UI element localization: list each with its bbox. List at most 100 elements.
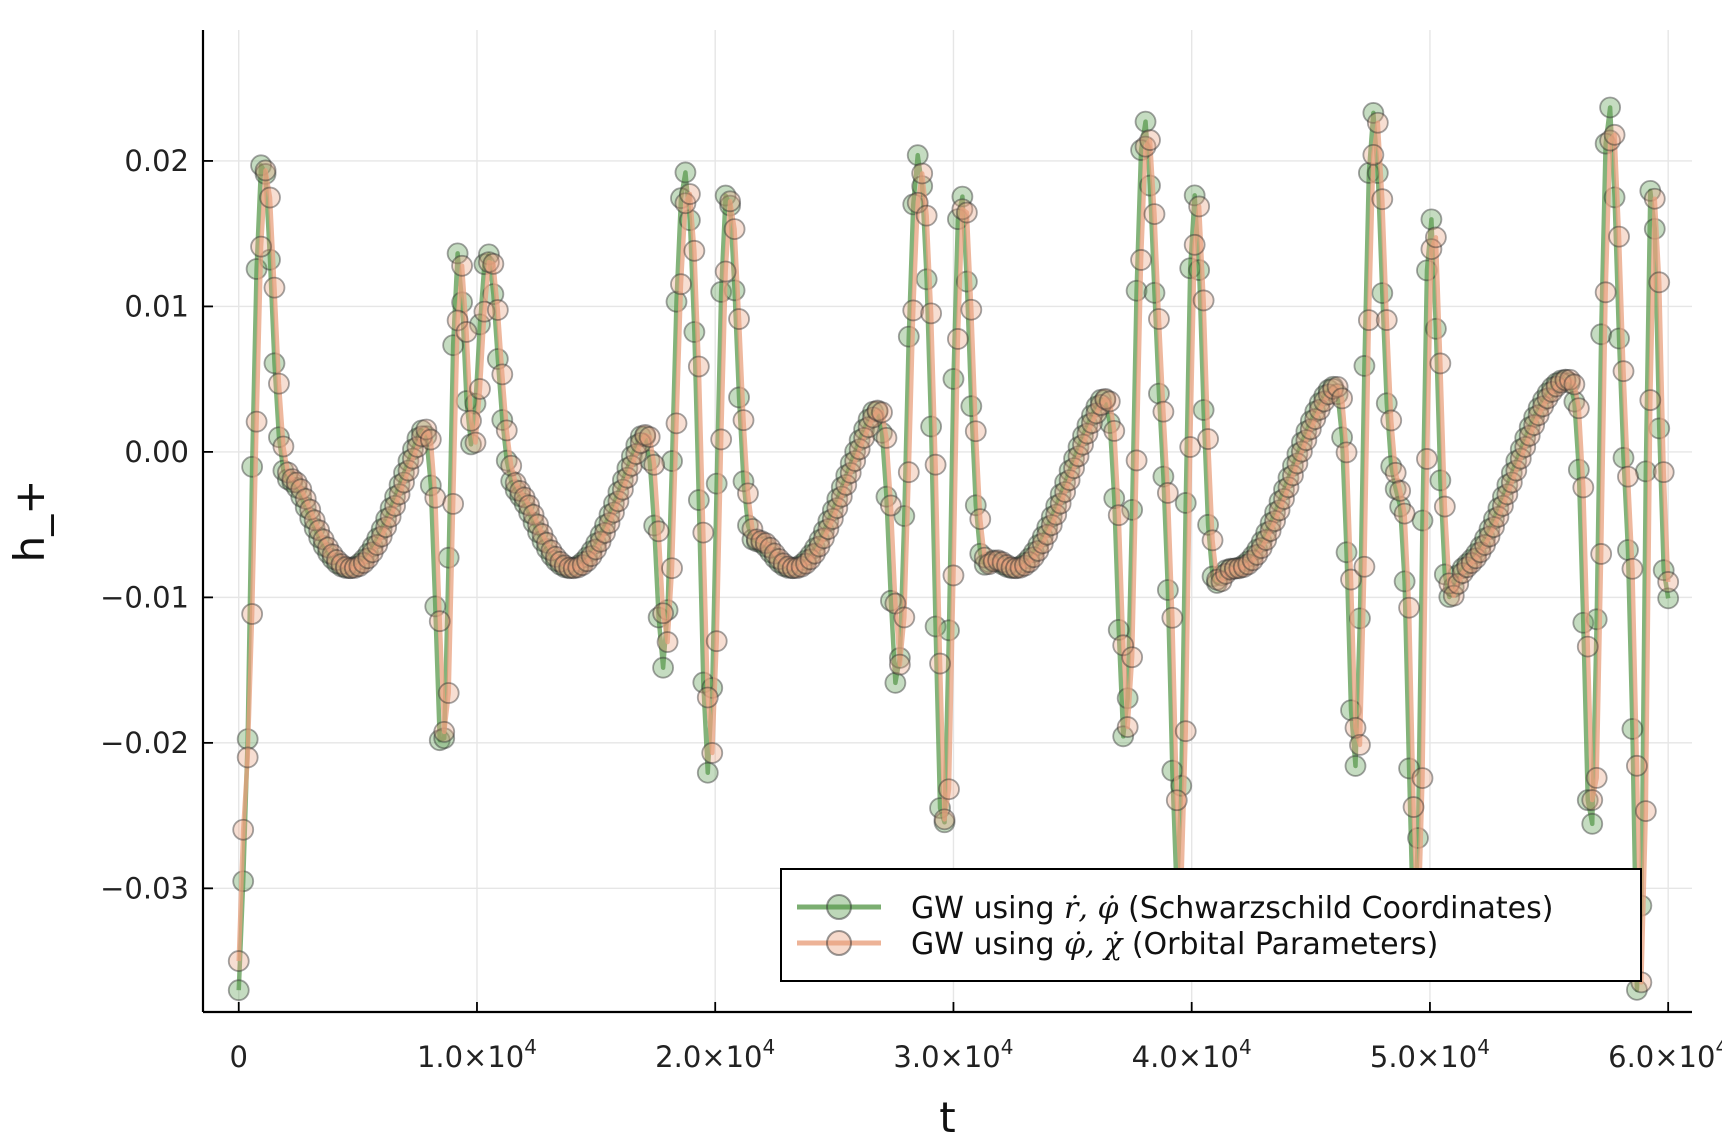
data-point <box>531 523 554 546</box>
data-point <box>263 352 286 375</box>
y-tick-label: 0.01 <box>124 289 189 323</box>
series-layer <box>227 96 1680 1002</box>
data-point <box>1567 397 1590 420</box>
x-tick-label: 3.0×104 <box>893 1035 1013 1074</box>
data-point <box>437 546 460 569</box>
data-point <box>1639 389 1662 412</box>
data-point <box>964 420 987 443</box>
data-point <box>714 260 737 283</box>
data-point <box>1219 558 1242 581</box>
data-point <box>844 450 867 472</box>
data-point <box>446 309 469 332</box>
data-point <box>1483 516 1505 538</box>
data-point <box>1036 523 1059 546</box>
data-point <box>433 721 456 743</box>
data-point <box>1081 412 1103 434</box>
data-point <box>1545 372 1568 395</box>
y-axis-title: h_+ <box>5 480 54 563</box>
data-point <box>1014 554 1036 577</box>
data-point <box>1228 557 1251 580</box>
data-point <box>227 950 250 972</box>
data-point <box>924 453 947 476</box>
data-point <box>1608 327 1630 350</box>
data-point <box>402 447 424 470</box>
data-point <box>1384 461 1407 484</box>
data-point <box>1621 718 1644 740</box>
data-point <box>1299 418 1322 441</box>
data-point <box>1407 827 1429 849</box>
data-point <box>1125 449 1148 472</box>
data-point <box>1335 541 1358 564</box>
data-point <box>1380 409 1403 432</box>
data-point <box>1295 429 1318 452</box>
data-point <box>1509 447 1532 470</box>
x-tick-label: 4.0×104 <box>1132 1035 1252 1074</box>
data-point <box>384 494 406 517</box>
data-point <box>696 761 719 784</box>
data-point <box>969 508 992 530</box>
data-point <box>1098 390 1121 413</box>
data-point <box>1559 368 1581 391</box>
data-point <box>1094 388 1117 410</box>
data-point <box>1447 572 1470 595</box>
data-point <box>1634 800 1657 822</box>
data-point <box>1313 390 1336 413</box>
data-point <box>1496 483 1519 506</box>
data-point <box>1148 308 1170 330</box>
data-point <box>1143 281 1166 304</box>
data-point <box>679 183 701 205</box>
data-point <box>1201 529 1224 552</box>
data-point <box>687 489 710 511</box>
data-point <box>1362 102 1385 124</box>
data-point <box>571 554 594 576</box>
data-point <box>428 610 451 633</box>
data-point <box>326 549 348 571</box>
data-point <box>254 159 277 182</box>
legend-label: GW using φ̇, χ̇ (Orbital Parameters) <box>911 927 1438 962</box>
data-point <box>795 552 817 575</box>
tick-labels: 0 1.0×104 2.0×104 3.0×104 4.0×104 5.0×104 6.0×… <box>100 144 1722 1074</box>
data-point <box>1416 259 1438 282</box>
data-point <box>1643 187 1666 210</box>
data-point <box>241 603 264 625</box>
data-point <box>366 534 389 556</box>
data-point <box>1156 482 1179 504</box>
data-point <box>696 686 719 709</box>
data-point <box>451 254 473 277</box>
series-2 <box>227 111 1680 994</box>
data-point <box>522 503 545 526</box>
data-point <box>1232 556 1255 578</box>
data-point <box>1344 755 1367 777</box>
data-point <box>620 454 643 477</box>
series-line <box>236 105 1671 993</box>
data-point <box>1639 179 1662 202</box>
data-point <box>1134 110 1157 133</box>
data-point <box>763 547 786 569</box>
data-point <box>1420 238 1443 260</box>
data-point <box>942 564 965 587</box>
data-point <box>1045 503 1068 526</box>
data-point <box>1411 767 1434 789</box>
legend-entry-2: GW using φ̇, χ̇ (Orbital Parameters) <box>797 927 1438 962</box>
data-point <box>1366 111 1389 134</box>
data-point <box>1532 395 1554 418</box>
y-tick-label: −0.01 <box>100 580 189 614</box>
data-point <box>263 276 286 299</box>
data-point <box>1474 534 1496 556</box>
data-point <box>1022 546 1045 569</box>
data-point <box>705 630 728 653</box>
data-point <box>339 557 362 580</box>
data-point <box>1402 796 1425 818</box>
data-point <box>393 471 415 494</box>
data-point <box>1585 608 1608 631</box>
data-point <box>1031 532 1054 555</box>
data-point <box>1206 568 1228 591</box>
data-point <box>415 418 438 441</box>
data-point <box>1545 375 1568 398</box>
data-point <box>1554 369 1577 392</box>
legend-entries: GW using ṙ, φ̇ (Schwarzschild Coordinate… <box>797 891 1553 962</box>
data-point <box>661 450 683 472</box>
data-point <box>388 483 411 506</box>
data-point <box>250 235 272 258</box>
data-point <box>469 378 491 400</box>
